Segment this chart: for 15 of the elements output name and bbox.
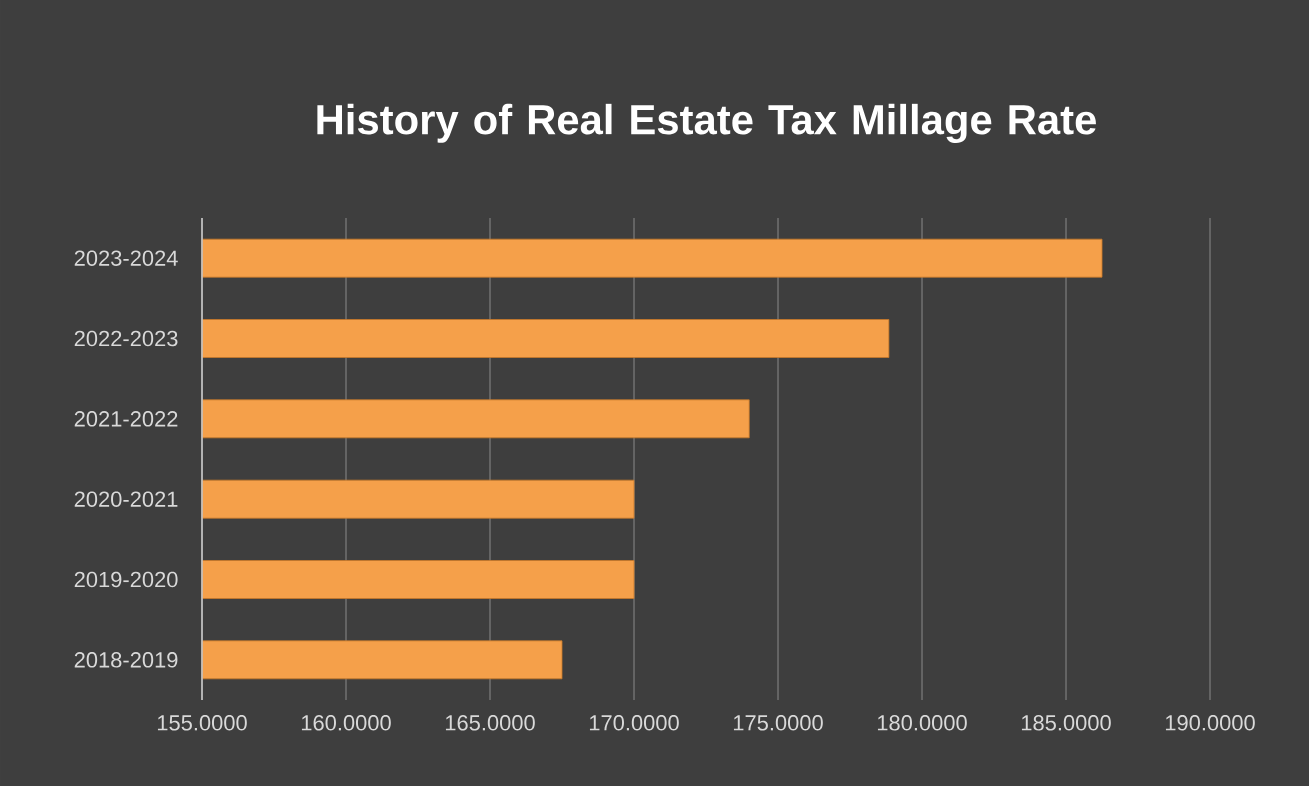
- y-tick-label: 2020-2021: [74, 491, 178, 507]
- y-tick-label: 2023-2024: [74, 250, 178, 266]
- x-tick-label: 165.0000: [445, 715, 535, 731]
- x-tick-label: 160.0000: [301, 715, 391, 731]
- y-tick-label: 2021-2022: [74, 411, 178, 427]
- x-tick-label: 170.0000: [589, 715, 679, 731]
- y-tick-label: 2019-2020: [74, 571, 178, 588]
- y-tick-label: 2022-2023: [74, 330, 178, 347]
- x-tick-label: 180.0000: [877, 715, 967, 731]
- x-tick-label: 175.0000: [733, 715, 823, 731]
- x-tick-label: 155.0000: [157, 715, 247, 731]
- chart-title: History of Real Estate Tax Millage Rate: [317, 103, 1096, 144]
- x-tick-label: 185.0000: [1021, 715, 1111, 731]
- y-tick-label: 2018-2019: [74, 652, 178, 668]
- x-tick-label: 190.0000: [1165, 715, 1255, 731]
